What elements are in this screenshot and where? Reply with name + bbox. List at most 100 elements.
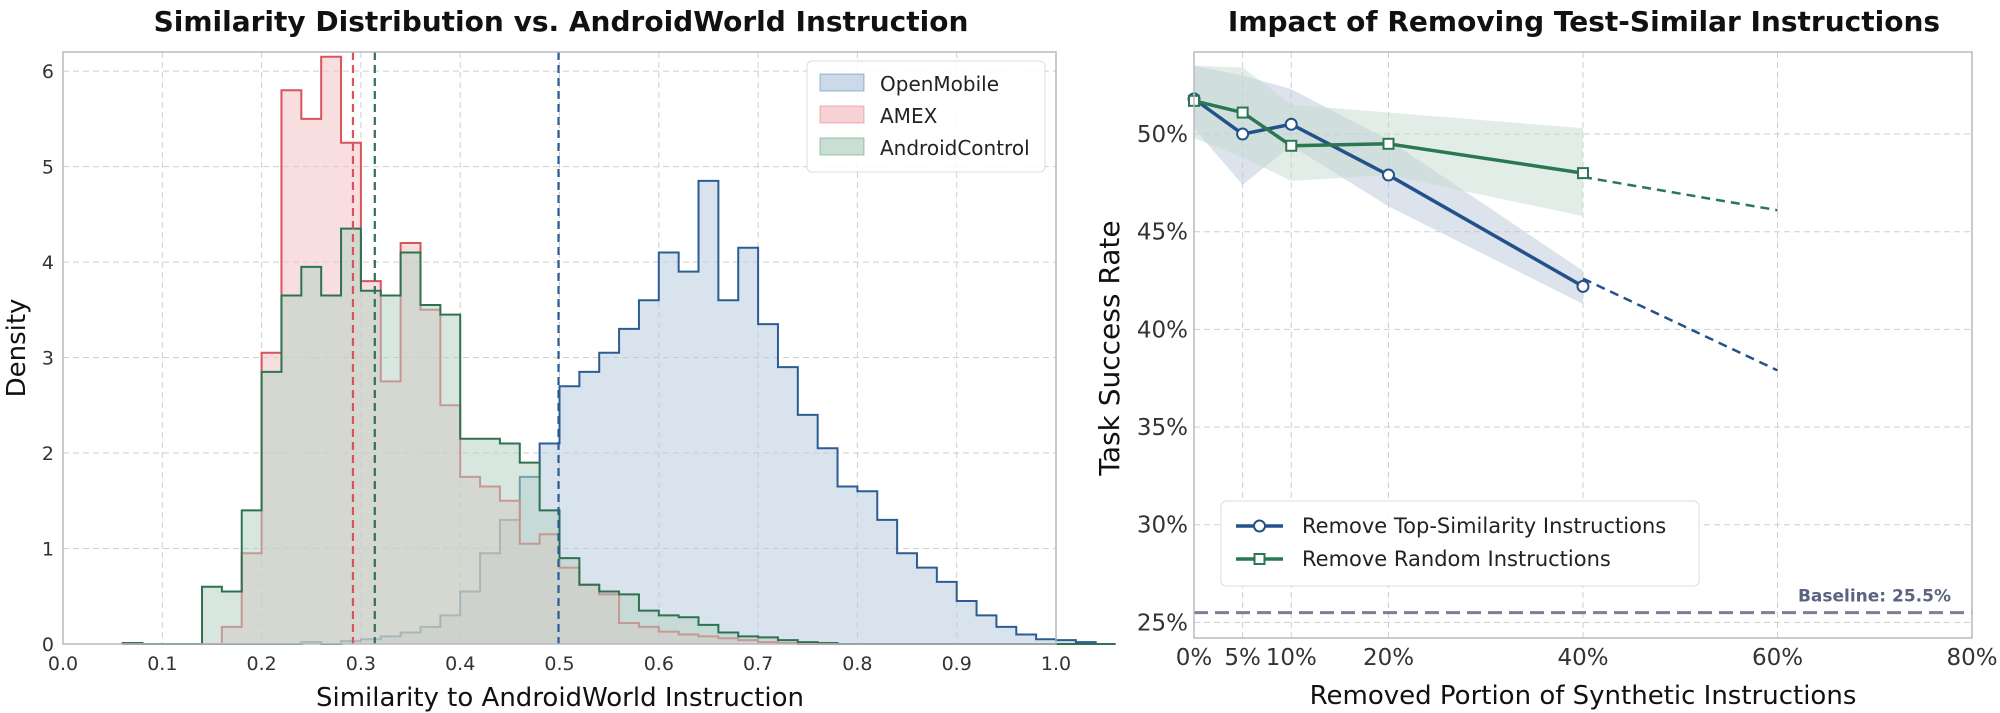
line-chart-baseline: Baseline: 25.5% [1194, 587, 1972, 615]
legend-swatch-amex [819, 105, 865, 124]
line-chart-legend-box [1220, 500, 1700, 587]
bin-openmobile-30 [718, 300, 739, 644]
histogram-plot-frame [62, 51, 1057, 645]
line-chart: Impact of Removing Test-Similar Instruct… [1093, 5, 1998, 711]
point-remove-random-instructions-5 [1236, 106, 1249, 119]
baseline-label: Baseline: 25.5% [1798, 587, 1951, 607]
point-remove-top-similarity-instructions-5 [1236, 127, 1250, 141]
series-remove-random-instructions [1188, 94, 1778, 212]
y-tick-1: 1 [42, 539, 54, 561]
y-tick-40: 40% [1137, 317, 1188, 343]
bin-androidcontrol-18 [480, 438, 500, 644]
bin-openmobile-44 [996, 626, 1017, 644]
line-chart-x-ticks: 0% 5% 10% 20% 40% 60% 80% [1176, 645, 1998, 671]
x-tick-80: 80% [1946, 645, 1997, 671]
bin-openmobile-42 [956, 601, 977, 644]
bin-openmobile-39 [897, 553, 917, 644]
bin-androidcontrol-14 [400, 252, 421, 645]
histogram-y-axis-label: Density [2, 299, 32, 398]
bin-androidcontrol-15 [420, 305, 441, 644]
line-chart-y-axis-label: Task Success Rate [1093, 220, 1126, 476]
bin-androidcontrol-33 [777, 640, 798, 644]
x-tick-0-0: 0.0 [48, 653, 78, 675]
line-chart-x-axis-label: Removed Portion of Synthetic Instruction… [1310, 681, 1857, 711]
bin-androidcontrol-7 [261, 371, 282, 644]
bin-androidcontrol-26 [638, 610, 659, 644]
bin-androidcontrol-8 [281, 295, 302, 644]
bin-androidcontrol-32 [758, 637, 778, 644]
legend-label-top-similarity: Remove Top-Similarity Instructions [1302, 514, 1666, 538]
x-tick-1-0: 1.0 [1041, 653, 1071, 675]
x-tick-0-7: 0.7 [743, 653, 773, 675]
histogram-x-axis-label: Similarity to AndroidWorld Instruction [316, 683, 804, 713]
histogram-mean-lines [351, 52, 560, 644]
bin-openmobile-34 [797, 414, 818, 644]
y-tick-3: 3 [42, 348, 54, 370]
bin-openmobile-25 [619, 328, 639, 644]
point-remove-top-similarity-instructions-20 [1382, 168, 1395, 182]
point-remove-random-instructions-10 [1285, 139, 1298, 152]
x-tick-0-3: 0.3 [346, 653, 376, 675]
bin-androidcontrol-9 [301, 266, 322, 644]
bin-androidcontrol-12 [360, 290, 381, 644]
histogram-chart: Similarity Distribution vs. AndroidWorld… [2, 5, 1116, 713]
bin-openmobile-35 [817, 448, 838, 644]
bin-androidcontrol-27 [658, 615, 679, 644]
line-chart-title: Impact of Removing Test-Similar Instruct… [1228, 5, 1940, 38]
bin-androidcontrol-30 [718, 632, 739, 644]
x-tick-0-5: 0.5 [544, 653, 574, 675]
x-tick-40: 40% [1557, 645, 1608, 671]
bin-androidcontrol-17 [460, 438, 481, 644]
bin-androidcontrol-19 [499, 443, 520, 644]
x-tick-0-4: 0.4 [445, 653, 475, 675]
point-remove-random-instructions-40 [1577, 167, 1589, 180]
line-chart-series [1187, 92, 1779, 372]
bin-openmobile-41 [936, 581, 957, 644]
bin-openmobile-46 [1036, 639, 1056, 644]
bin-openmobile-33 [777, 367, 798, 644]
x-tick-0-8: 0.8 [842, 653, 872, 675]
bin-openmobile-26 [638, 300, 659, 644]
x-tick-0: 0% [1176, 645, 1213, 671]
bin-androidcontrol-20 [519, 462, 540, 644]
bin-androidcontrol-31 [738, 636, 759, 644]
bin-openmobile-45 [1016, 634, 1037, 644]
y-tick-5: 5 [42, 157, 54, 179]
x-tick-10: 10% [1266, 645, 1317, 671]
histogram-legend-box [806, 60, 1046, 173]
legend-label-amex: AMEX [880, 104, 938, 128]
bin-androidcontrol-4 [202, 586, 222, 644]
y-tick-2: 2 [42, 443, 54, 465]
bin-openmobile-32 [758, 324, 778, 644]
histogram-title: Similarity Distribution vs. AndroidWorld… [154, 5, 969, 38]
y-tick-6: 6 [42, 61, 54, 83]
x-tick-0-1: 0.1 [147, 653, 177, 675]
point-remove-top-similarity-instructions-10 [1284, 117, 1298, 131]
y-tick-50: 50% [1137, 122, 1188, 148]
legend-label-androidcontrol: AndroidControl [880, 136, 1030, 160]
legend-label-openmobile: OpenMobile [880, 72, 999, 96]
extrapolation-remove-top-similarity-instructions [1582, 277, 1779, 372]
bin-androidcontrol-25 [619, 594, 639, 644]
legend-swatch-androidcontrol [819, 137, 865, 156]
x-tick-60: 60% [1752, 645, 1803, 671]
bin-androidcontrol-6 [241, 510, 262, 644]
bin-openmobile-23 [579, 371, 600, 644]
y-tick-25: 25% [1137, 610, 1188, 636]
bin-androidcontrol-5 [221, 591, 242, 644]
point-remove-random-instructions-20 [1382, 137, 1395, 150]
bin-openmobile-27 [658, 252, 679, 645]
histogram-legend: OpenMobile AMEX AndroidControl [806, 60, 1046, 173]
bin-androidcontrol-10 [321, 295, 342, 644]
y-tick-4: 4 [42, 252, 54, 274]
bin-openmobile-28 [678, 271, 699, 644]
legend-marker-top-similarity [1253, 519, 1266, 533]
extrapolation-remove-random-instructions [1582, 175, 1778, 212]
bin-openmobile-37 [857, 491, 878, 644]
line-chart-confidence-bands [1194, 65, 1583, 304]
bin-openmobile-38 [877, 519, 898, 644]
x-tick-0-2: 0.2 [246, 653, 276, 675]
legend-label-random: Remove Random Instructions [1302, 547, 1611, 571]
line-chart-plot-frame [1193, 51, 1973, 639]
y-tick-0: 0 [42, 634, 54, 656]
